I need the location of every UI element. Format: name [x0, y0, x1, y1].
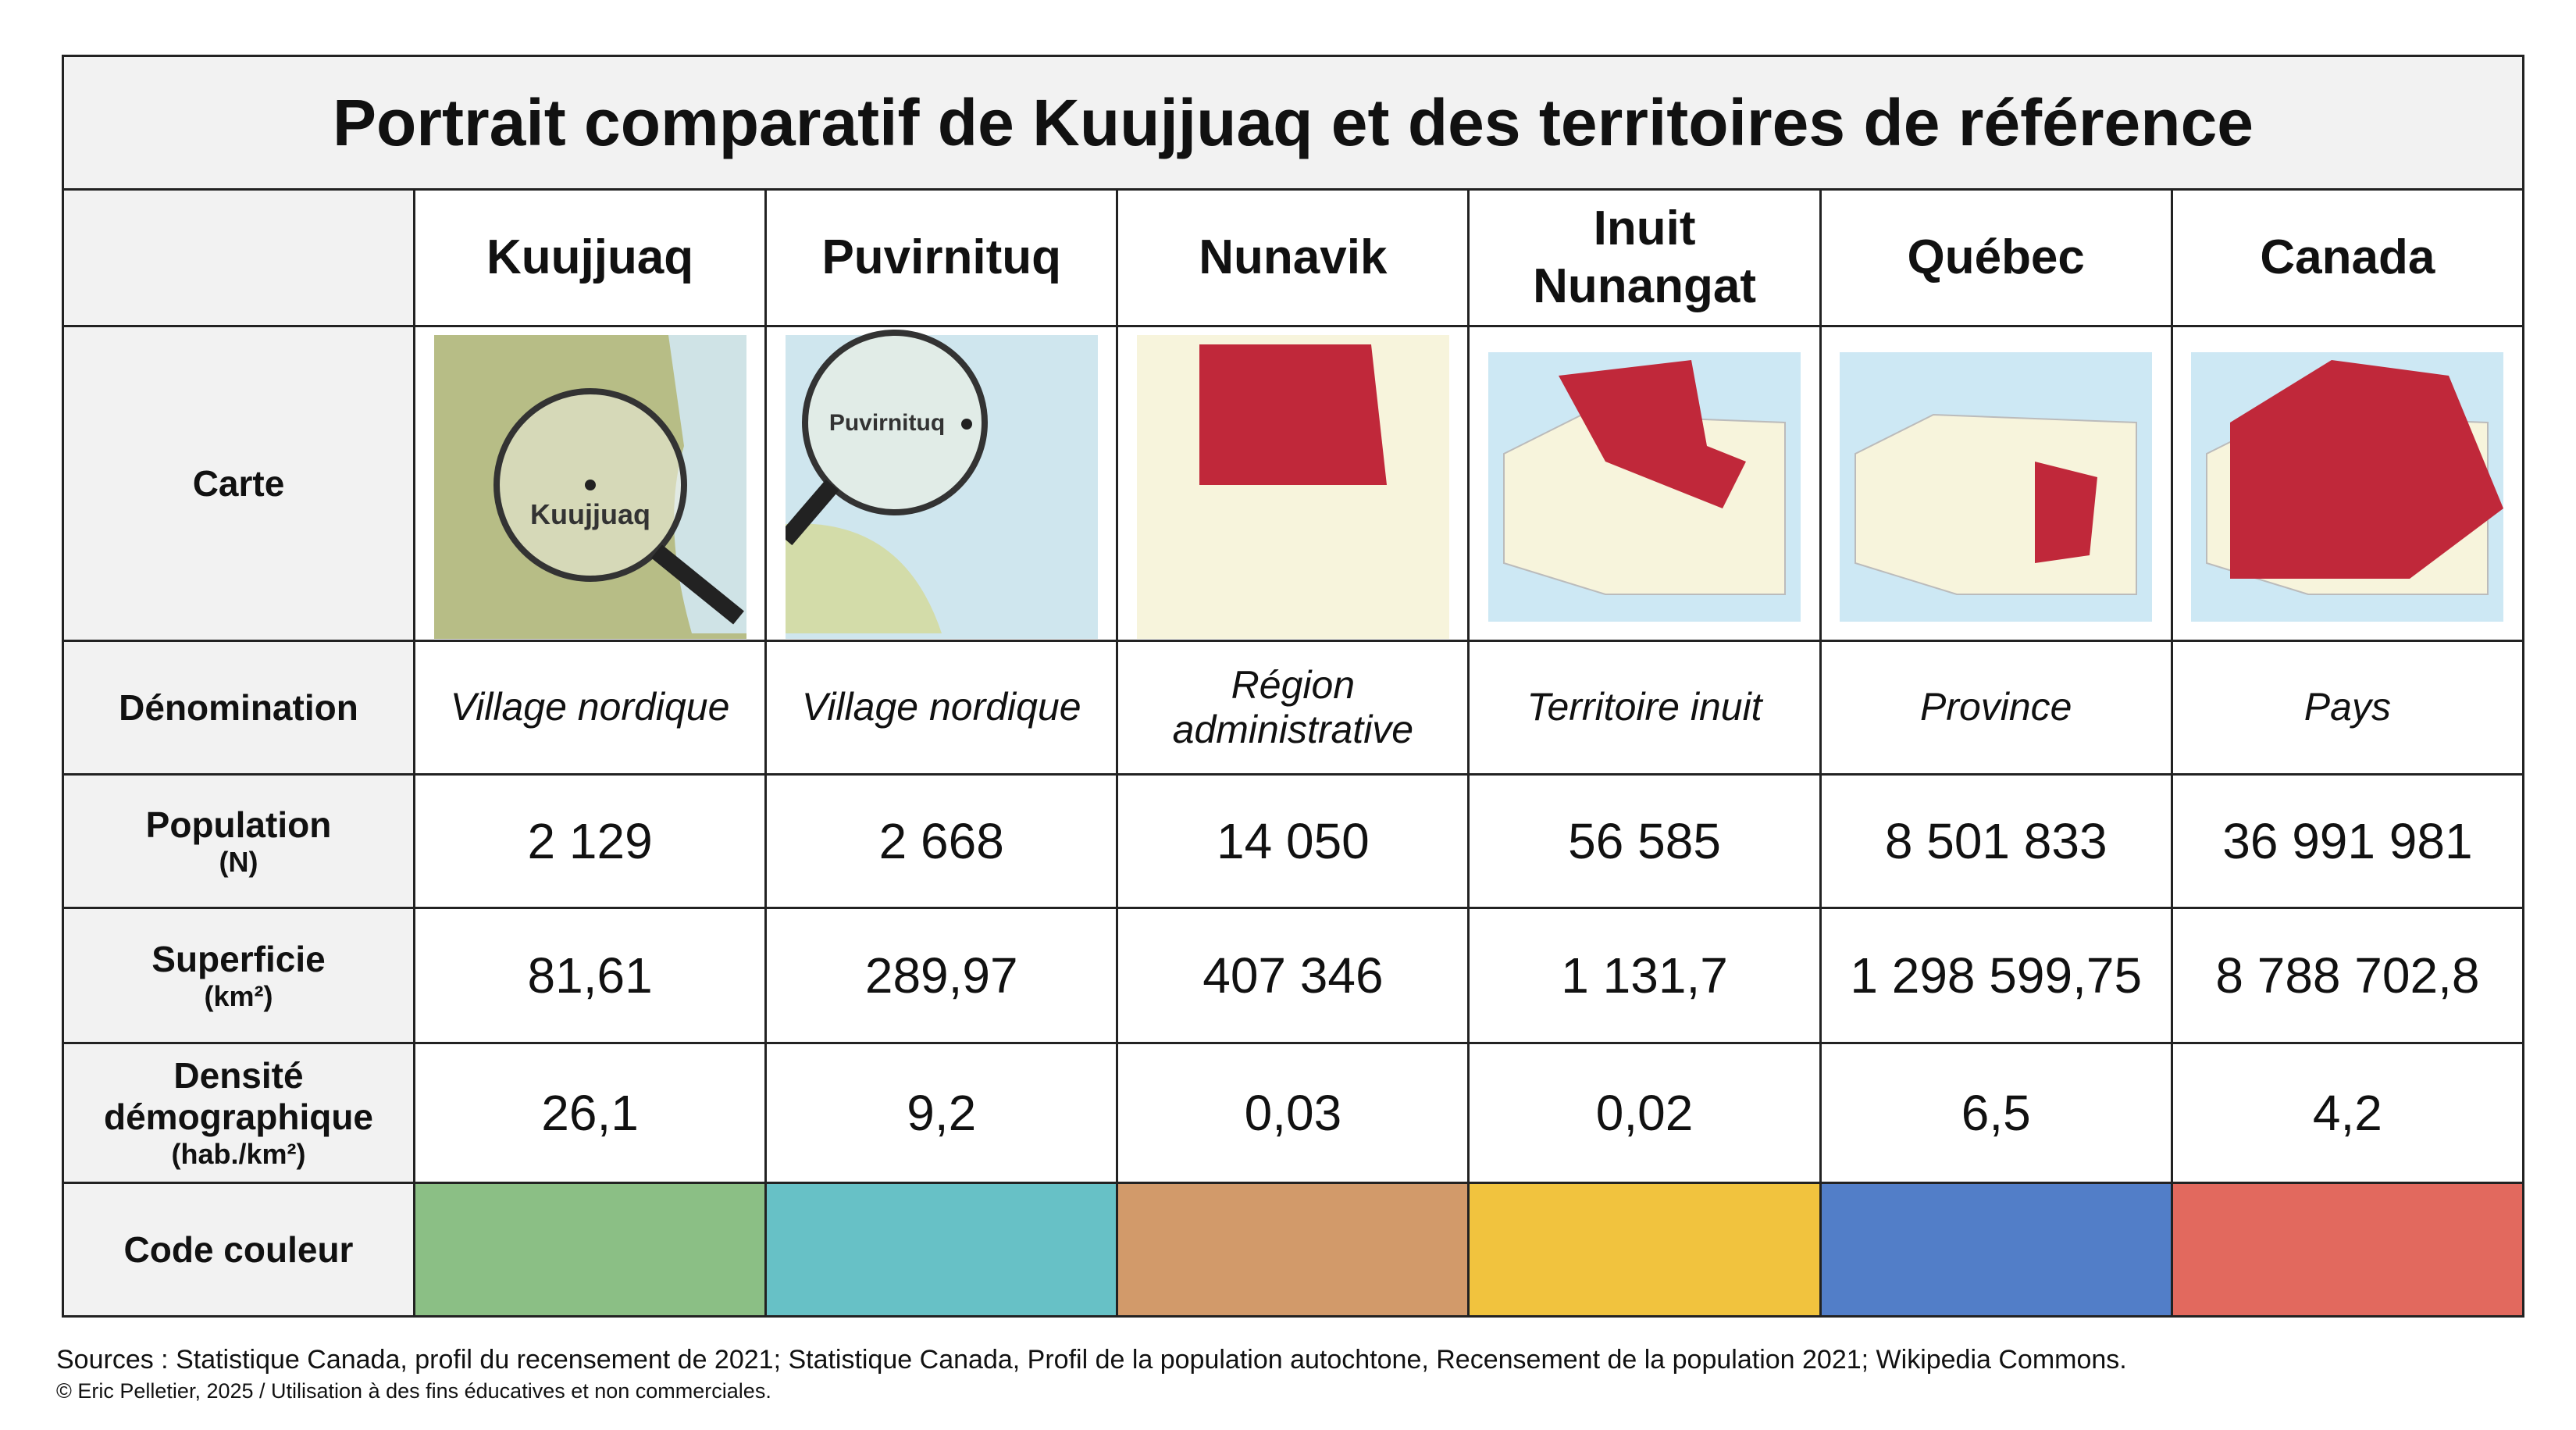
map-cell [1819, 325, 2173, 642]
row: Population (N) 2 129 2 668 14 050 56 585 8 501… [62, 773, 2525, 909]
data-cell: Territoire inuit [1467, 640, 1822, 776]
data-cell: 56 585 [1467, 773, 1822, 909]
map [1840, 351, 2153, 622]
data-cell: 81,61 [412, 907, 768, 1044]
data-cell: 407 346 [1116, 907, 1470, 1044]
color-swatch [1116, 1182, 1470, 1318]
data-cell: 2 668 [764, 773, 1119, 909]
map: Kuujjuaq [433, 334, 746, 639]
data-cell: 8 788 702,8 [2170, 907, 2525, 1044]
row-label: Dénomination [62, 640, 415, 776]
column-header: Inuit Nunangat [1467, 188, 1822, 327]
row: Superficie (km²) 81,61 289,97 407 346 1 131,7… [62, 907, 2525, 1044]
data-cell: 1 131,7 [1467, 907, 1822, 1044]
data-cell: 9,2 [764, 1042, 1119, 1184]
map [1136, 334, 1449, 639]
row-label: Densité démographique (hab./km²) [62, 1042, 415, 1184]
table-title: Portrait comparatif de Kuujjuaq et des t… [62, 55, 2524, 191]
comparison-table: Portrait comparatif de Kuujjuaq et des t… [62, 55, 2525, 1318]
data-cell: 8 501 833 [1819, 773, 2173, 909]
color-swatch [764, 1182, 1119, 1318]
row-label: Superficie (km²) [62, 907, 415, 1044]
row-label: Population (N) [62, 773, 415, 909]
color-swatch [1819, 1182, 2173, 1318]
map [1488, 351, 1801, 622]
data-cell: 4,2 [2170, 1042, 2525, 1184]
map-cell: Kuujjuaq [412, 325, 768, 642]
column-header: Puvirnituq [764, 188, 1119, 327]
row-label: Carte [62, 325, 415, 642]
data-cell: 14 050 [1116, 773, 1470, 909]
column-header: Québec [1819, 188, 2173, 327]
data-cell: 26,1 [412, 1042, 768, 1184]
column-header: Canada [2170, 188, 2525, 327]
data-cell: Province [1819, 640, 2173, 776]
row: Densité démographique (hab./km²) 26,1 9,2 0,… [62, 1042, 2525, 1184]
data-cell: 1 298 599,75 [1819, 907, 2173, 1044]
data-cell: Pays [2170, 640, 2525, 776]
row-label-text: Superficie [151, 938, 326, 979]
copyright: © Eric Pelletier, 2025 / Utilisation à d… [56, 1379, 771, 1403]
data-cell: 6,5 [1819, 1042, 2173, 1184]
row: Portrait comparatif de Kuujjuaq et des t… [62, 55, 2524, 191]
row-label: Code couleur [62, 1182, 415, 1318]
column-header: Nunavik [1116, 188, 1470, 327]
data-cell: 289,97 [764, 907, 1119, 1044]
data-cell: Village nordique [412, 640, 768, 776]
corner-cell [62, 188, 415, 327]
row-label-text: Population [145, 804, 332, 845]
data-cell: 0,03 [1116, 1042, 1470, 1184]
color-swatch [412, 1182, 768, 1318]
row-label-text: Densité démographique [103, 1055, 374, 1138]
row: Carte Kuujjuaq Puvirnituq [62, 325, 2525, 642]
map-cell [2170, 325, 2525, 642]
map-label: Kuujjuaq [530, 498, 650, 530]
map-cell [1467, 325, 1822, 642]
row-sublabel: (N) [219, 845, 258, 878]
map: Puvirnituq [785, 329, 1098, 639]
row: Dénomination Village nordique Village nord… [62, 640, 2525, 776]
row-sublabel: (hab./km²) [171, 1138, 306, 1171]
data-cell: 36 991 981 [2170, 773, 2525, 909]
color-swatch [1467, 1182, 1822, 1318]
row: Kuujjuaq Puvirnituq Nunavik Inuit Nunangat Q… [62, 188, 2525, 327]
row-label-text: Dénomination [119, 686, 358, 728]
data-cell: Région administrative [1116, 640, 1470, 776]
map-cell: Puvirnituq [764, 325, 1119, 642]
map-cell [1116, 325, 1470, 642]
data-cell: Village nordique [764, 640, 1119, 776]
row: Code couleur [62, 1182, 2525, 1318]
map [2191, 351, 2504, 622]
row-sublabel: (km²) [204, 979, 273, 1012]
sources: Sources : Statistique Canada, profil du … [56, 1345, 2127, 1375]
map-label: Puvirnituq [829, 410, 945, 436]
color-swatch [2170, 1182, 2525, 1318]
data-cell: 0,02 [1467, 1042, 1822, 1184]
data-cell: 2 129 [412, 773, 768, 909]
column-header: Kuujjuaq [412, 188, 768, 327]
